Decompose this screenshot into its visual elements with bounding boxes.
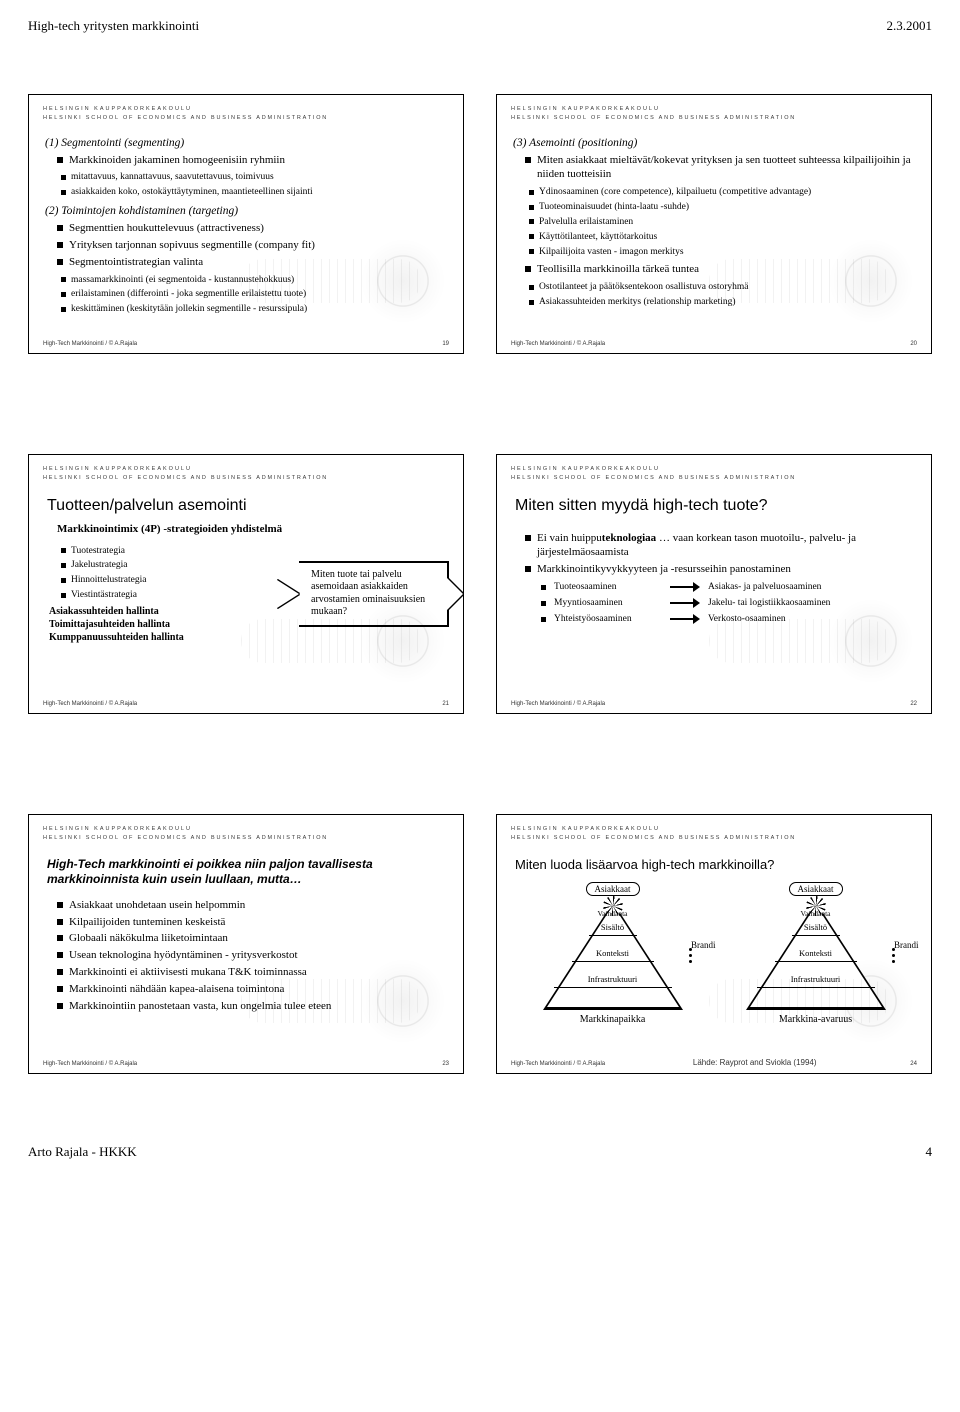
slide20-b1e: Kilpailijoita vasten - imagon merkitys: [529, 246, 917, 259]
institution-label: HELSINGIN KAUPPAKORKEAKOULUHELSINKI SCHO…: [43, 465, 449, 483]
slide20-b1b: Tuoteominaisuudet (hinta-laatu -suhde): [529, 201, 917, 214]
slide21-sub: Markkinointimix (4P) -strategioiden yhdi…: [57, 523, 449, 535]
slide19-b3: Yrityksen tarjonnan sopivuus segmentille…: [57, 238, 449, 253]
slide21-r2: Toimittajasuhteiden hallinta: [49, 619, 305, 630]
slide-foot-label: High-Tech Markkinointi / © A.Rajala: [511, 1061, 605, 1067]
pyramid-right: Asiakkaat Vaihdanta Sisältö Konteksti In…: [731, 882, 901, 1025]
slide23-b6: Markkinointi nähdään kapea-alaisena toim…: [57, 982, 449, 997]
slide22-title: Miten sitten myydä high-tech tuote?: [515, 497, 917, 515]
slide21-i2: Jakelustrategia: [61, 559, 305, 572]
slide-21: HELSINGIN KAUPPAKORKEAKOULUHELSINKI SCHO…: [28, 454, 464, 714]
slide19-b2: Segmenttien houkuttelevuus (attractivene…: [57, 221, 449, 236]
slide20-b1d: Käyttötilanteet, käyttötarkoitus: [529, 231, 917, 244]
slide22-b2: Markkinointikyvykkyyteen ja -resursseihi…: [525, 562, 917, 577]
slide22-kv3: YhteistyöosaaminenVerkosto-osaaminen: [541, 614, 917, 624]
page-footer: Arto Rajala - HKKK 4: [28, 1144, 932, 1160]
pyr-bottom-right: Markkina-avaruus: [779, 1014, 852, 1025]
slide-number: 23: [442, 1061, 449, 1067]
institution-label: HELSINGIN KAUPPAKORKEAKOULUHELSINKI SCHO…: [511, 105, 917, 123]
slide-19: HELSINGIN KAUPPAKORKEAKOULUHELSINKI SCHO…: [28, 94, 464, 354]
slide-24: HELSINGIN KAUPPAKORKEAKOULUHELSINKI SCHO…: [496, 814, 932, 1074]
slide21-i4: Viestintästrategia: [61, 589, 305, 602]
slide-22: HELSINGIN KAUPPAKORKEAKOULUHELSINKI SCHO…: [496, 454, 932, 714]
pyramid-left: Asiakkaat Vaihdanta Sisältö Konteksti In…: [528, 882, 698, 1025]
slide21-i3: Hinnoittelustrategia: [61, 574, 305, 587]
slide23-b2: Kilpailijoiden tunteminen keskeistä: [57, 915, 449, 930]
footer-right: 4: [926, 1144, 933, 1160]
slide23-title: High-Tech markkinointi ei poikkea niin p…: [47, 857, 449, 888]
arrow-icon: [670, 582, 700, 592]
pyr-bottom-left: Markkinapaikka: [580, 1014, 646, 1025]
slide19-b1a: mitattavuus, kannattavuus, saavutettavuu…: [61, 171, 449, 184]
slide22-b1: Ei vain huipputeknologiaa … vaan korkean…: [525, 531, 917, 561]
slide20-h1: (3) Asemointi (positioning): [513, 137, 917, 149]
slide23-b1: Asiakkaat unohdetaan usein helpommin: [57, 898, 449, 913]
slide21-r1: Asiakassuhteiden hallinta: [49, 606, 305, 617]
arrow-icon: [670, 598, 700, 608]
slide24-title: Miten luoda lisäarvoa high-tech markkino…: [515, 857, 917, 872]
slide20-b1c: Palvelulla erilaistaminen: [529, 216, 917, 229]
institution-label: HELSINGIN KAUPPAKORKEAKOULUHELSINKI SCHO…: [43, 825, 449, 843]
pyr-top-label: Asiakkaat: [586, 882, 640, 896]
slide-20: HELSINGIN KAUPPAKORKEAKOULUHELSINKI SCHO…: [496, 94, 932, 354]
slide-foot-label: High-Tech Markkinointi / © A.Rajala: [511, 341, 605, 347]
slide23-b3: Globaali näkökulma liiketoimintaan: [57, 931, 449, 946]
page-header: High-tech yritysten markkinointi 2.3.200…: [28, 18, 932, 34]
slide19-h1: (1) Segmentointi (segmenting): [45, 137, 449, 149]
header-right: 2.3.2001: [887, 18, 933, 34]
slide24-diagram: Asiakkaat Vaihdanta Sisältö Konteksti In…: [511, 882, 917, 1025]
arrow-icon: [670, 614, 700, 624]
footer-left: Arto Rajala - HKKK: [28, 1144, 137, 1160]
slide-foot-label: High-Tech Markkinointi / © A.Rajala: [43, 1061, 137, 1067]
slide-number: 21: [442, 701, 449, 707]
slide-foot-label: High-Tech Markkinointi / © A.Rajala: [43, 341, 137, 347]
institution-label: HELSINGIN KAUPPAKORKEAKOULUHELSINKI SCHO…: [511, 465, 917, 483]
slide20-b2b: Asiakassuhteiden merkitys (relationship …: [529, 296, 917, 309]
slide19-b4c: keskittäminen (keskitytään jollekin segm…: [61, 303, 449, 316]
slide20-b2a: Ostotilanteet ja päätöksentekoon osallis…: [529, 281, 917, 294]
slide24-source: Lähde: Rayprot and Sviokla (1994): [693, 1058, 823, 1067]
slide19-b4a: massamarkkinointi (ei segmentoida - kust…: [61, 274, 449, 287]
pyr-top-label: Asiakkaat: [789, 882, 843, 896]
slide20-b1: Miten asiakkaat mieltävät/kokevat yrityk…: [525, 153, 917, 183]
slide20-b2: Teollisilla markkinoilla tärkeä tuntea: [525, 262, 917, 277]
slide-foot-label: High-Tech Markkinointi / © A.Rajala: [511, 701, 605, 707]
header-left: High-tech yritysten markkinointi: [28, 18, 199, 34]
slide23-b4: Usean teknologina hyödyntäminen - yritys…: [57, 948, 449, 963]
slide19-b4: Segmentointistrategian valinta: [57, 255, 449, 270]
slide22-kv1: TuoteosaaminenAsiakas- ja palveluosaamin…: [541, 582, 917, 592]
slide21-i1: Tuotestrategia: [61, 545, 305, 558]
slide19-b1b: asiakkaiden koko, ostokäyttäytyminen, ma…: [61, 186, 449, 199]
slide-foot-label: High-Tech Markkinointi / © A.Rajala: [43, 701, 137, 707]
slide21-arrow-box: Miten tuote tai palvelu asemoidaan asiak…: [299, 561, 449, 627]
slide22-kv2: MyyntiosaaminenJakelu- tai logistiikkaos…: [541, 598, 917, 608]
slide-number: 19: [442, 341, 449, 347]
slide-number: 22: [910, 701, 917, 707]
slide20-b1a: Ydinosaaminen (core competence), kilpail…: [529, 186, 917, 199]
slide21-r3: Kumppanuussuhteiden hallinta: [49, 632, 305, 643]
slide23-b5: Markkinointi ei aktiivisesti mukana T&K …: [57, 965, 449, 980]
slide-number: 20: [910, 341, 917, 347]
slide19-h2: (2) Toimintojen kohdistaminen (targeting…: [45, 205, 449, 217]
slide19-b1: Markkinoiden jakaminen homogeenisiin ryh…: [57, 153, 449, 168]
slide-23: HELSINGIN KAUPPAKORKEAKOULUHELSINKI SCHO…: [28, 814, 464, 1074]
slide21-title: Tuotteen/palvelun asemointi: [47, 497, 449, 515]
institution-label: HELSINGIN KAUPPAKORKEAKOULUHELSINKI SCHO…: [511, 825, 917, 843]
slide-number: 24: [910, 1061, 917, 1067]
institution-label: HELSINGIN KAUPPAKORKEAKOULUHELSINKI SCHO…: [43, 105, 449, 123]
slide19-b4b: erilaistaminen (differointi - joka segme…: [61, 288, 449, 301]
slide23-b7: Markkinointiin panostetaan vasta, kun on…: [57, 999, 449, 1014]
